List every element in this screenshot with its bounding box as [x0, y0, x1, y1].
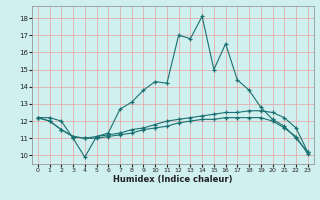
- X-axis label: Humidex (Indice chaleur): Humidex (Indice chaleur): [113, 175, 233, 184]
